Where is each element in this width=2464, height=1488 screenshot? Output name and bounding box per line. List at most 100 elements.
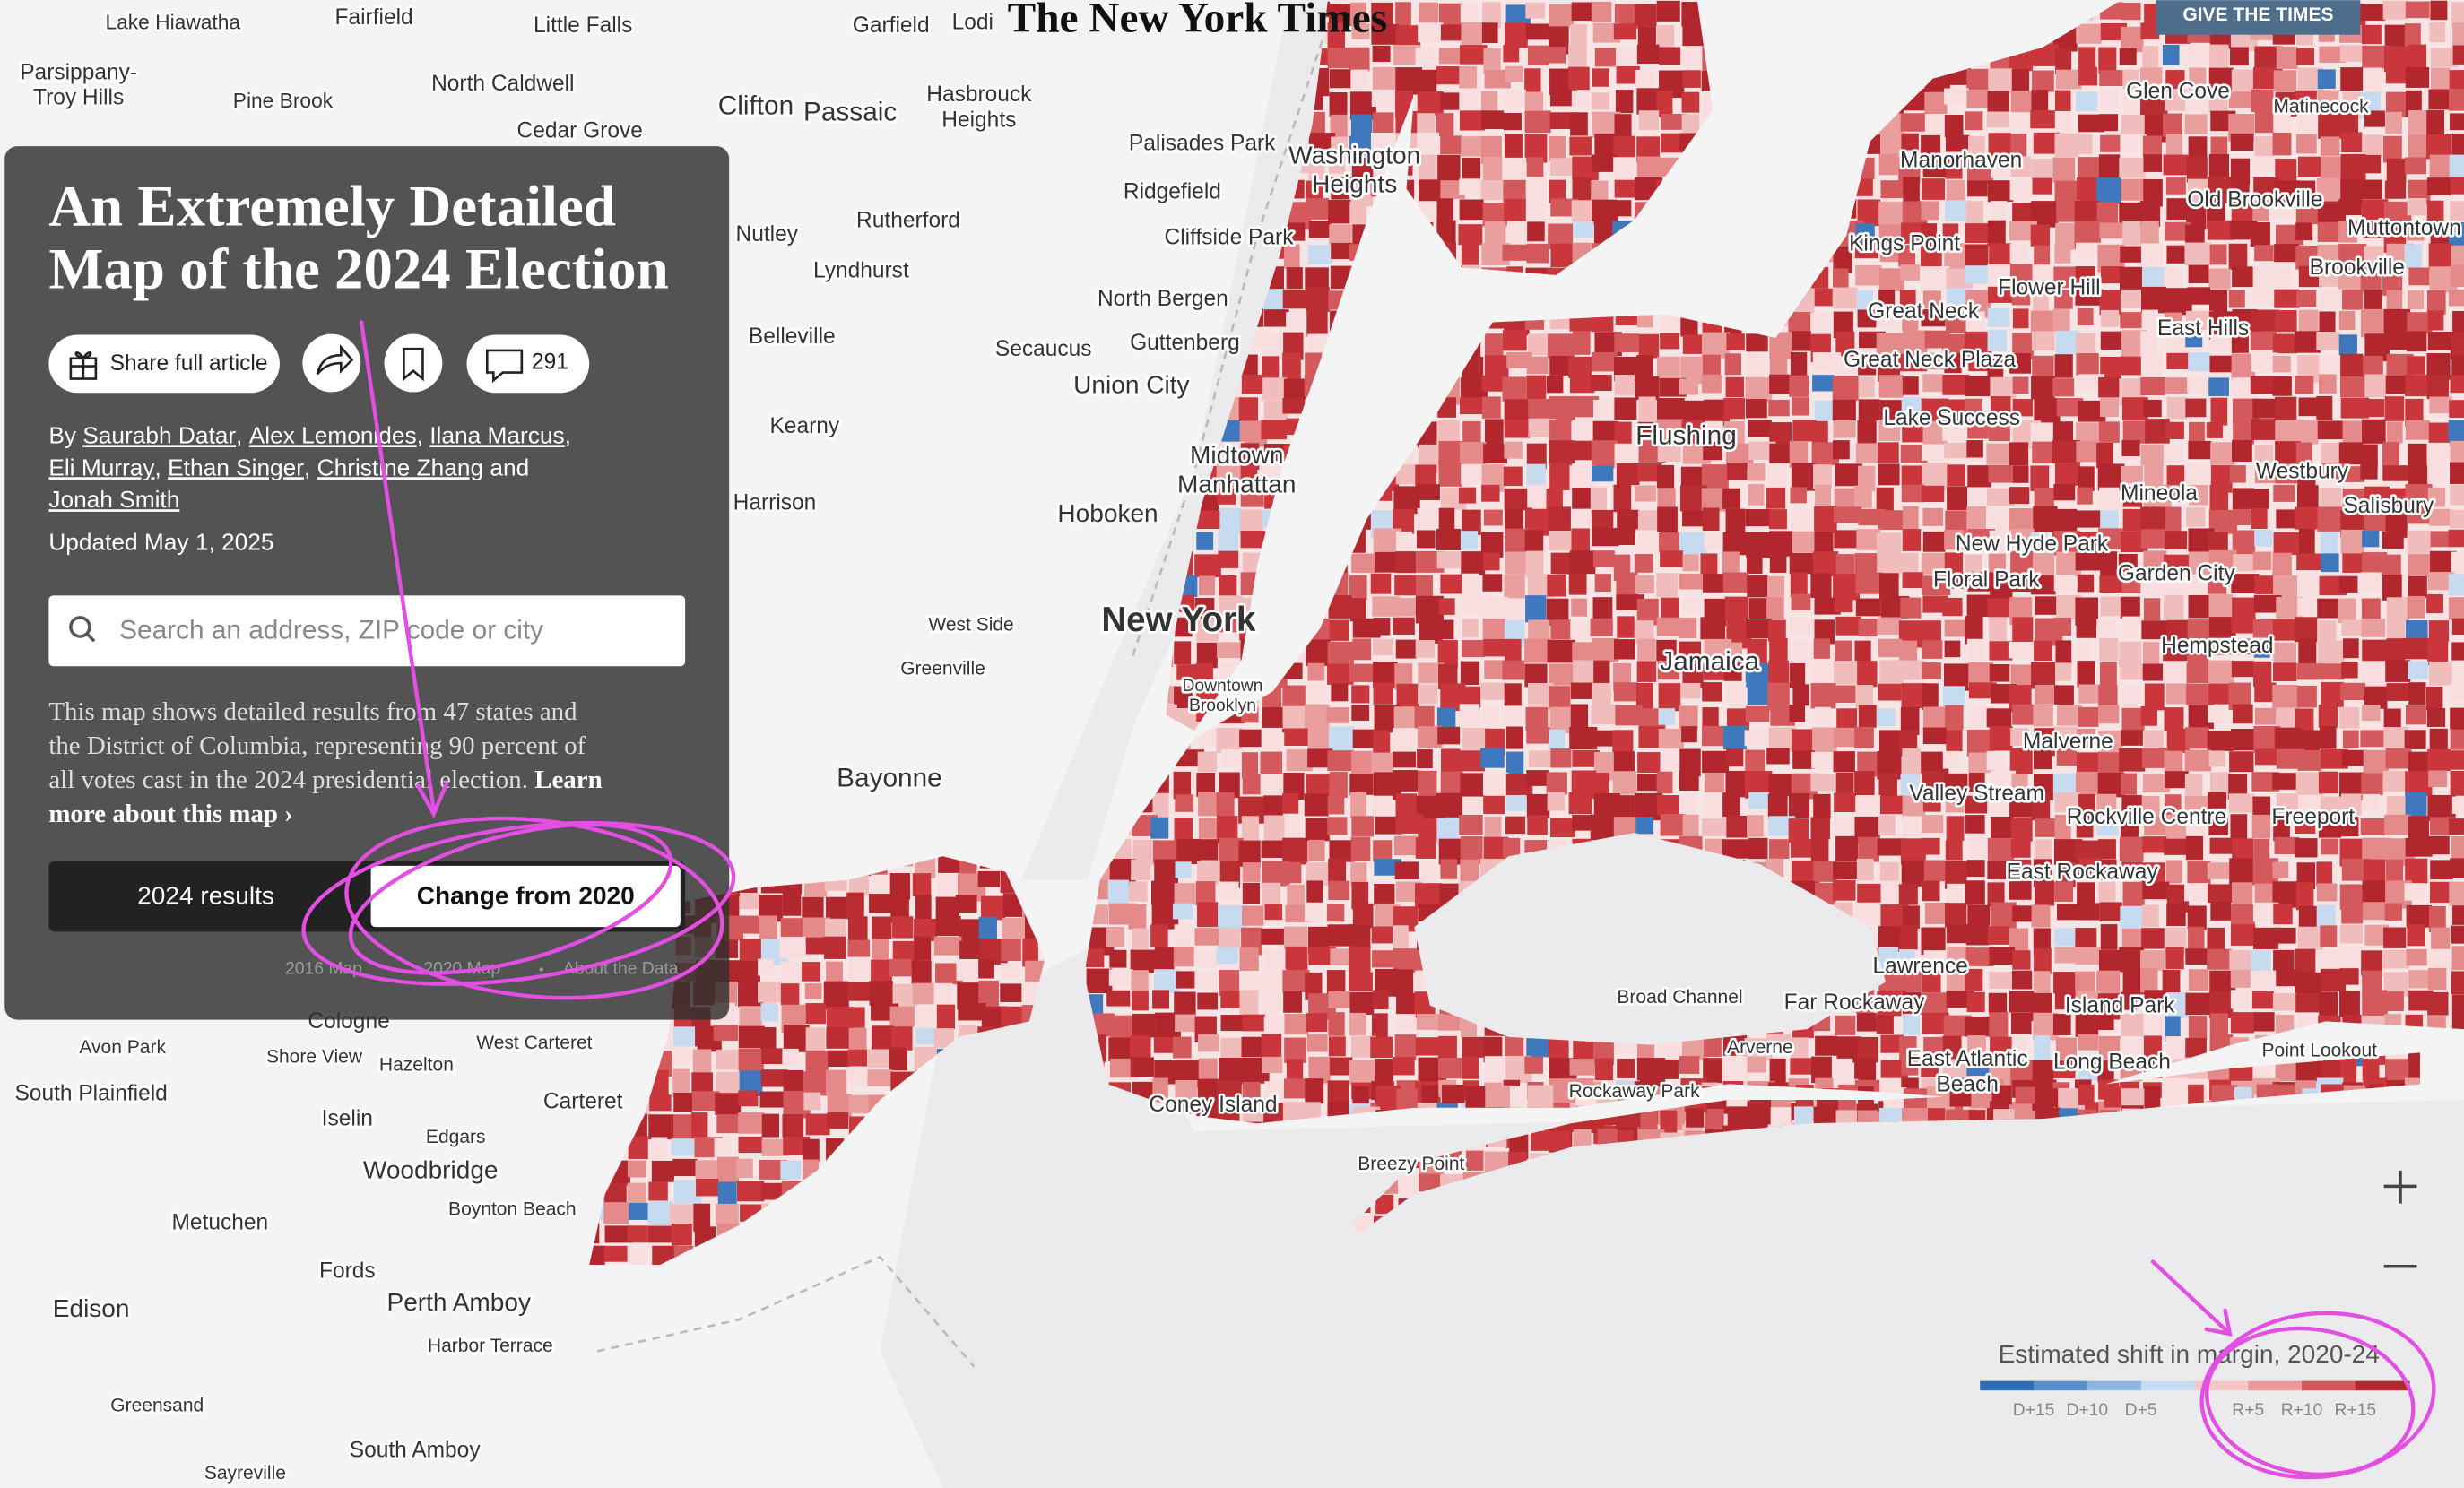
precinct (1284, 1014, 1309, 1035)
precinct (890, 894, 909, 923)
text-segment: all votes cast in the 2024 presidential … (48, 766, 534, 794)
search-box[interactable] (48, 595, 686, 667)
precinct (1815, 484, 1832, 508)
precinct (1613, 23, 1637, 40)
precinct (2100, 397, 2119, 418)
precinct (1965, 201, 1984, 229)
place-label-line: Broad Channel (1617, 987, 1742, 1008)
precinct (2121, 991, 2138, 1010)
precinct (1417, 132, 1440, 159)
share-icon-button[interactable] (302, 333, 361, 393)
precinct (2098, 1035, 2121, 1062)
give-button-label[interactable]: GIVE THE TIMES (2182, 4, 2333, 25)
precinct (1154, 947, 1175, 974)
precinct (2449, 154, 2464, 181)
precinct (2054, 792, 2081, 812)
precinct (736, 915, 761, 934)
precinct (2184, 242, 2211, 265)
precinct (1833, 506, 1862, 523)
precinct (2404, 23, 2421, 51)
author-link[interactable]: Alex Lemonides (249, 421, 417, 448)
precinct (1769, 531, 1793, 557)
give-button[interactable] (2156, 0, 2361, 35)
author-link[interactable]: Jonah Smith (48, 486, 179, 513)
precinct (1527, 484, 1550, 508)
precinct (1573, 331, 1591, 355)
precinct (2120, 134, 2147, 154)
text-segment[interactable]: Learn (534, 766, 602, 794)
text-segment: , (417, 421, 430, 448)
precinct (1308, 158, 1325, 182)
author-link[interactable]: Ethan Singer (168, 454, 304, 480)
precinct (2142, 836, 2167, 853)
precinct (1880, 1034, 1904, 1053)
nyt-logo[interactable]: The New York Times (1008, 0, 1387, 42)
precinct (1130, 949, 1158, 974)
precinct (2188, 551, 2211, 578)
share-label[interactable]: Share full article (110, 351, 268, 376)
place-label: Matinecock (2273, 96, 2369, 117)
precinct (2010, 528, 2035, 546)
place-label-line: West Carteret (476, 1032, 592, 1052)
comments-button[interactable] (466, 334, 590, 394)
precinct (1922, 266, 1949, 290)
bookmark-button[interactable] (384, 333, 443, 393)
precinct (1242, 862, 1261, 882)
author-link[interactable]: Eli Murray (48, 454, 155, 480)
precinct (1944, 640, 1961, 658)
precinct (1991, 902, 2017, 929)
precinct (1769, 422, 1792, 446)
precinct (2450, 440, 2464, 468)
precinct (805, 1113, 830, 1136)
precinct (2276, 509, 2297, 529)
precinct (2142, 663, 2164, 681)
precinct (2100, 309, 2120, 327)
map-link[interactable]: 2016 Map (285, 960, 362, 979)
place-label: Ridgefield (1124, 180, 1221, 204)
precinct (1722, 792, 1740, 818)
search-placeholder[interactable]: Search an address, ZIP code or city (119, 616, 543, 645)
author-link[interactable]: Saurabh Datar (82, 421, 236, 448)
precinct (1858, 1086, 1874, 1114)
precinct (977, 870, 1001, 887)
precinct (2452, 311, 2464, 334)
place-label-line: Rockaway Park (1569, 1081, 1700, 1102)
place-label: West Carteret (476, 1032, 592, 1052)
precinct (2342, 290, 2364, 310)
author-link[interactable]: Ilana Marcus (429, 421, 564, 448)
precinct (1944, 243, 1966, 271)
precinct (2428, 905, 2446, 932)
precinct (782, 893, 802, 916)
place-label-line: West Side (928, 614, 1013, 635)
precinct (2426, 375, 2449, 400)
precinct (1748, 484, 1765, 506)
precinct (1967, 420, 1989, 439)
precinct (2429, 396, 2452, 414)
precinct (2451, 660, 2464, 685)
text-segment[interactable]: more about this map › (48, 800, 292, 828)
precinct (2451, 1012, 2464, 1034)
precinct (1395, 25, 1421, 48)
precinct (2451, 946, 2464, 971)
precinct (823, 981, 849, 1010)
precinct (2317, 598, 2339, 619)
share-button[interactable] (48, 334, 280, 394)
author-link[interactable]: Christine Zhang (317, 454, 483, 480)
precinct (1966, 68, 1993, 90)
precinct (2165, 421, 2184, 439)
precinct (1661, 113, 1687, 130)
precinct (1392, 751, 1417, 768)
comment-count[interactable]: 291 (532, 350, 568, 374)
precinct (780, 983, 800, 1006)
precinct (1569, 136, 1592, 156)
precinct (2273, 903, 2293, 925)
precinct (2319, 726, 2337, 749)
precinct (1108, 969, 1133, 986)
precinct (1418, 861, 1437, 888)
toggle-option[interactable]: Change from 2020 (417, 881, 635, 909)
place-label-line: Boynton Beach (448, 1198, 577, 1219)
toggle-option[interactable]: 2024 results (137, 881, 274, 909)
place-label: New Hyde Park (1956, 532, 2109, 557)
precinct (1331, 136, 1348, 155)
precinct (1393, 706, 1416, 729)
